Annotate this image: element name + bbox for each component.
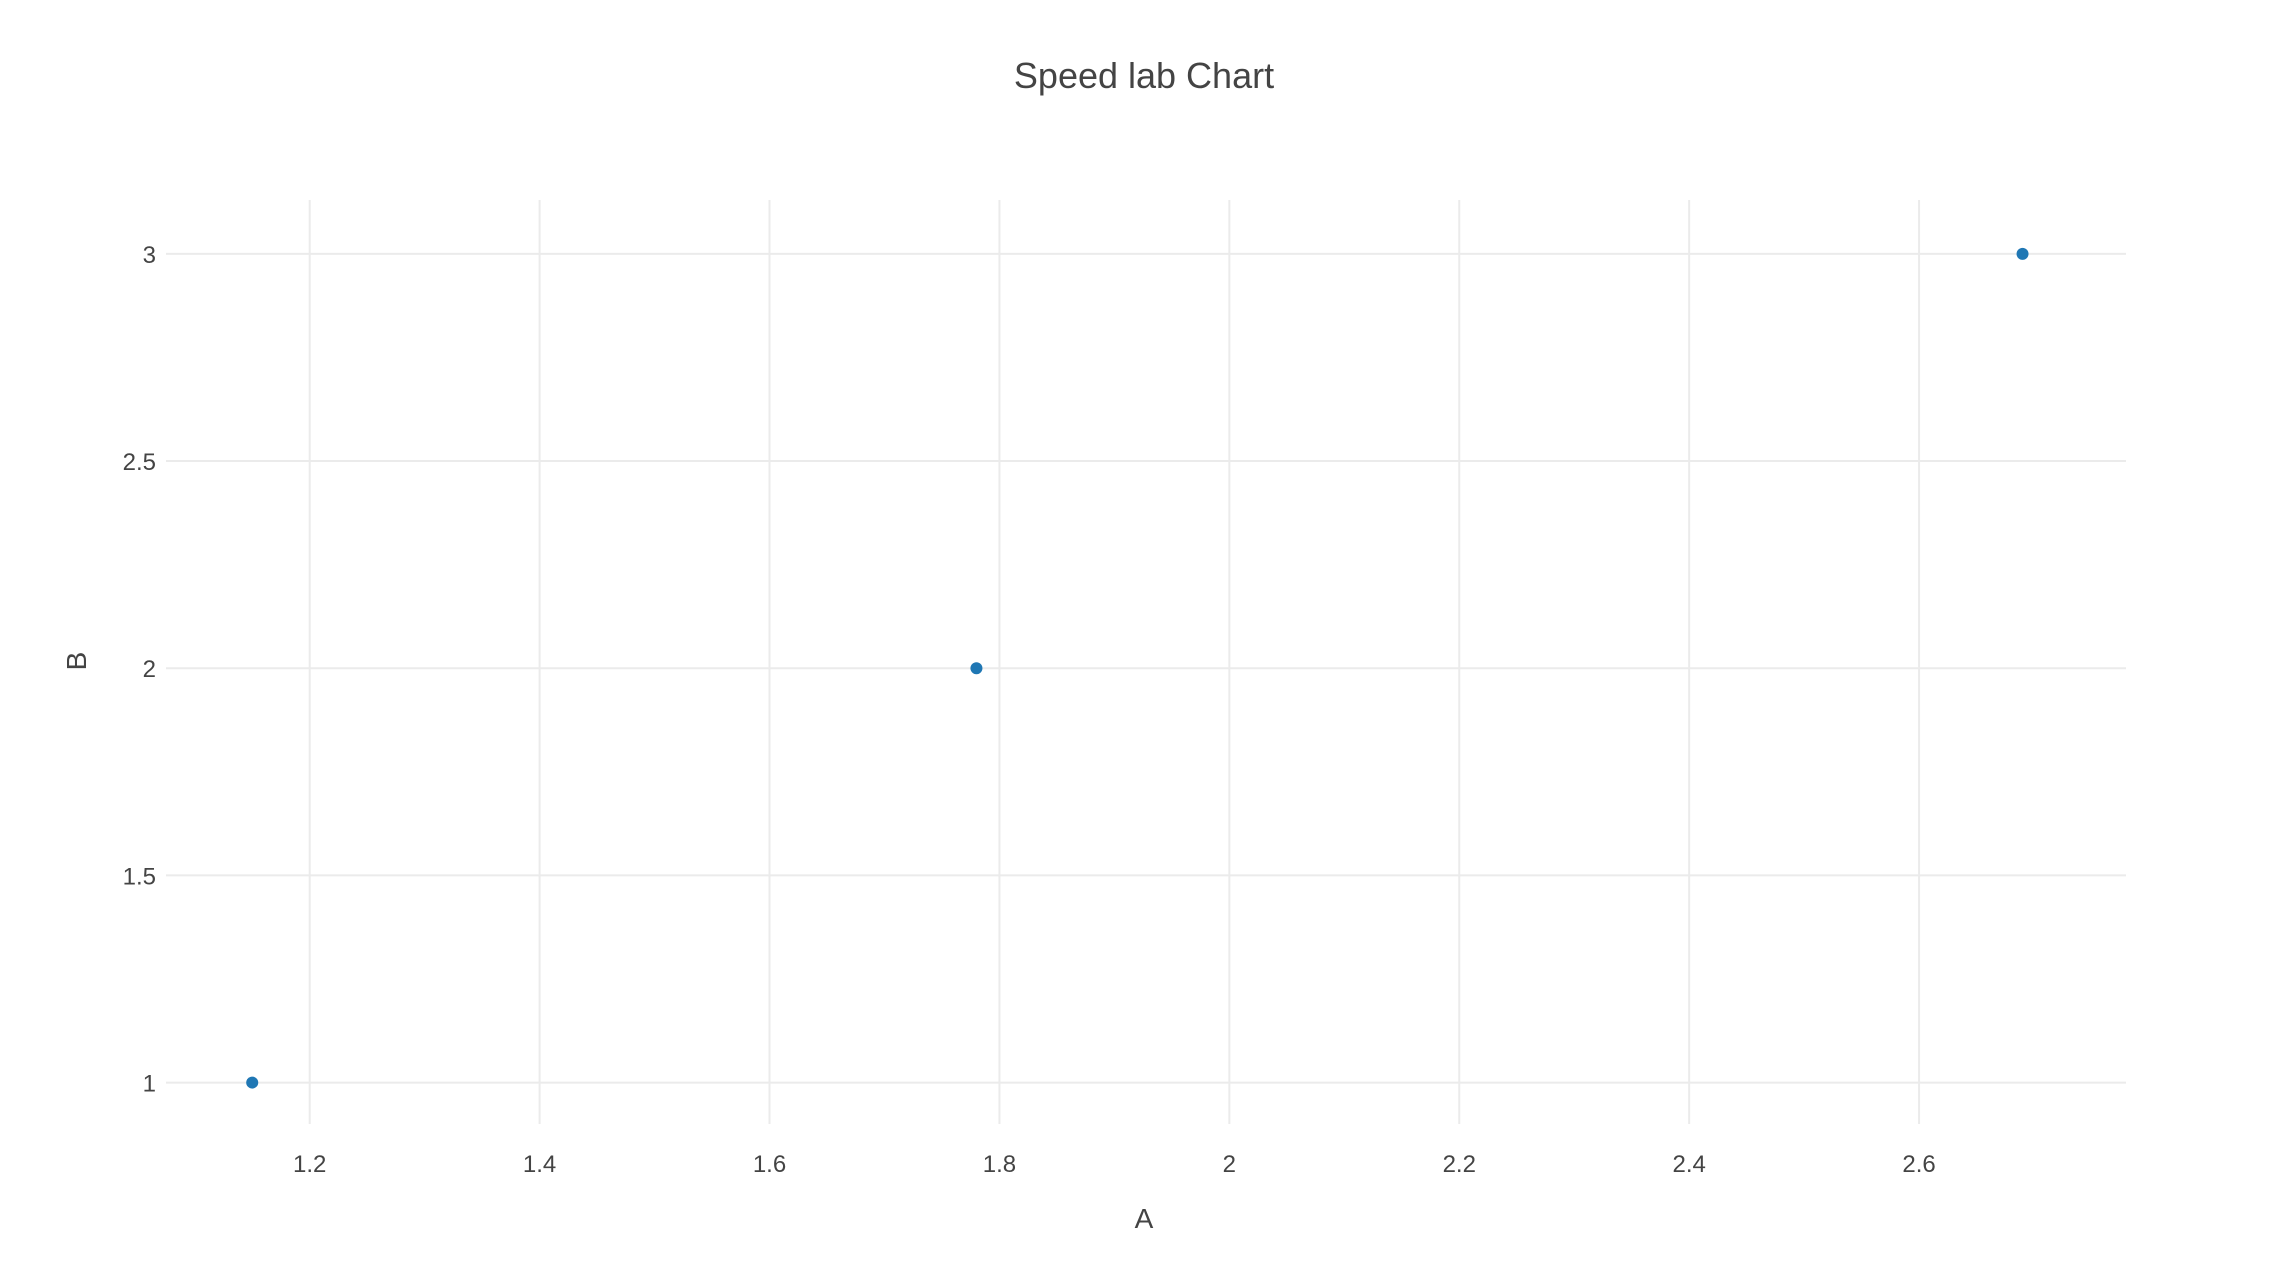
data-points — [246, 247, 2029, 1089]
y-axis-ticks: 1 1.5 2 2.5 3 — [123, 242, 156, 1098]
x-tick-label: 1.2 — [293, 1151, 326, 1178]
data-point[interactable] — [970, 662, 983, 675]
x-tick-label: 1.6 — [753, 1151, 786, 1178]
x-tick-label: 2.4 — [1672, 1151, 1705, 1178]
x-axis-ticks: 1.2 1.4 1.6 1.8 2 2.2 2.4 2.6 — [293, 1151, 1936, 1178]
x-tick-label: 1.8 — [983, 1151, 1016, 1178]
y-tick-label: 1 — [143, 1071, 156, 1098]
x-tick-label: 1.4 — [523, 1151, 556, 1178]
y-axis-title: B — [61, 652, 92, 671]
x-tick-label: 2.6 — [1902, 1151, 1935, 1178]
y-gridlines — [166, 252, 2126, 1084]
x-tick-label: 2 — [1223, 1151, 1236, 1178]
y-tick-label: 1.5 — [123, 863, 156, 890]
y-tick-label: 2 — [143, 656, 156, 683]
chart-title: Speed lab Chart — [1014, 55, 1274, 96]
x-axis-title: A — [1135, 1203, 1154, 1234]
y-tick-label: 2.5 — [123, 449, 156, 476]
x-gridlines — [308, 200, 1921, 1124]
y-tick-label: 3 — [143, 242, 156, 269]
data-point[interactable] — [246, 1076, 259, 1089]
data-point[interactable] — [2016, 247, 2029, 260]
x-tick-label: 2.2 — [1443, 1151, 1476, 1178]
